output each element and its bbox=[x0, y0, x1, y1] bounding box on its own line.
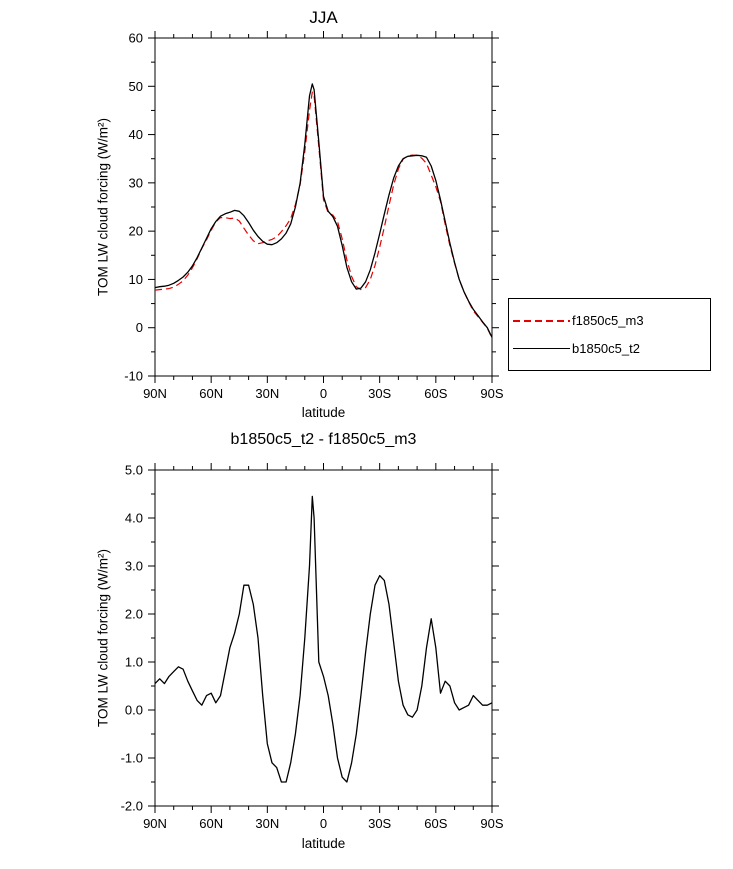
y-tick-label: 2.0 bbox=[125, 607, 143, 622]
x-tick-label: 90N bbox=[143, 386, 167, 401]
x-tick-label: 30S bbox=[368, 816, 391, 831]
y-tick-label: 0 bbox=[136, 320, 143, 335]
legend-label: f1850c5_m3 bbox=[572, 313, 644, 329]
y-tick-label: 3.0 bbox=[125, 559, 143, 574]
y-tick-label: 40 bbox=[129, 127, 143, 142]
legend-label: b1850c5_t2 bbox=[572, 340, 640, 356]
top-chart-y-axis-label: TOM LW cloud forcing (W/m²) bbox=[95, 117, 111, 297]
top-chart-title: JJA bbox=[309, 8, 338, 27]
y-tick-label: 60 bbox=[129, 31, 143, 46]
series-line-b1850c5_t2 bbox=[154, 83, 493, 338]
legend-item-b1850c5_t2: b1850c5_t2 bbox=[513, 341, 706, 356]
y-tick-label: 50 bbox=[129, 79, 143, 94]
x-tick-label: 90S bbox=[480, 386, 503, 401]
y-tick-label: -1.0 bbox=[121, 751, 143, 766]
y-tick-label: -2.0 bbox=[121, 799, 143, 814]
legend-dashed-line-icon bbox=[513, 319, 570, 322]
x-tick-label: 60N bbox=[199, 386, 223, 401]
y-tick-label: 0.0 bbox=[125, 703, 143, 718]
x-tick-label: 60N bbox=[199, 816, 223, 831]
series-line-b1850c5_t2-f1850c5_m3 bbox=[154, 495, 493, 783]
legend-item-f1850c5_m3: f1850c5_m3 bbox=[513, 313, 706, 328]
x-tick-label: 60S bbox=[424, 386, 447, 401]
bottom-chart-title: b1850c5_t2 - f1850c5_m3 bbox=[230, 431, 417, 448]
x-tick-label: 0 bbox=[320, 816, 327, 831]
x-tick-label: 30N bbox=[255, 386, 279, 401]
y-tick-label: 1.0 bbox=[125, 655, 143, 670]
y-tick-label: 20 bbox=[129, 224, 143, 239]
bottom-chart-y-axis-label: TOM LW cloud forcing (W/m²) bbox=[95, 548, 111, 728]
legend: f1850c5_m3 b1850c5_t2 bbox=[508, 298, 711, 371]
x-tick-label: 30N bbox=[255, 816, 279, 831]
bottom-chart-x-axis-label: latitude bbox=[301, 836, 346, 851]
x-tick-label: 90N bbox=[143, 816, 167, 831]
top-chart-x-axis-label: latitude bbox=[301, 405, 346, 420]
y-tick-label: 30 bbox=[129, 175, 143, 190]
x-tick-label: 0 bbox=[320, 386, 327, 401]
y-tick-label: -10 bbox=[124, 369, 143, 384]
x-tick-label: 30S bbox=[368, 386, 391, 401]
y-tick-label: 10 bbox=[129, 272, 143, 287]
y-tick-label: 4.0 bbox=[125, 511, 143, 526]
plot-frame bbox=[154, 469, 493, 807]
x-tick-label: 60S bbox=[424, 816, 447, 831]
series-line-f1850c5_m3 bbox=[154, 91, 493, 339]
x-tick-label: 90S bbox=[480, 816, 503, 831]
y-tick-label: 5.0 bbox=[125, 463, 143, 478]
legend-solid-line-icon bbox=[513, 347, 570, 349]
